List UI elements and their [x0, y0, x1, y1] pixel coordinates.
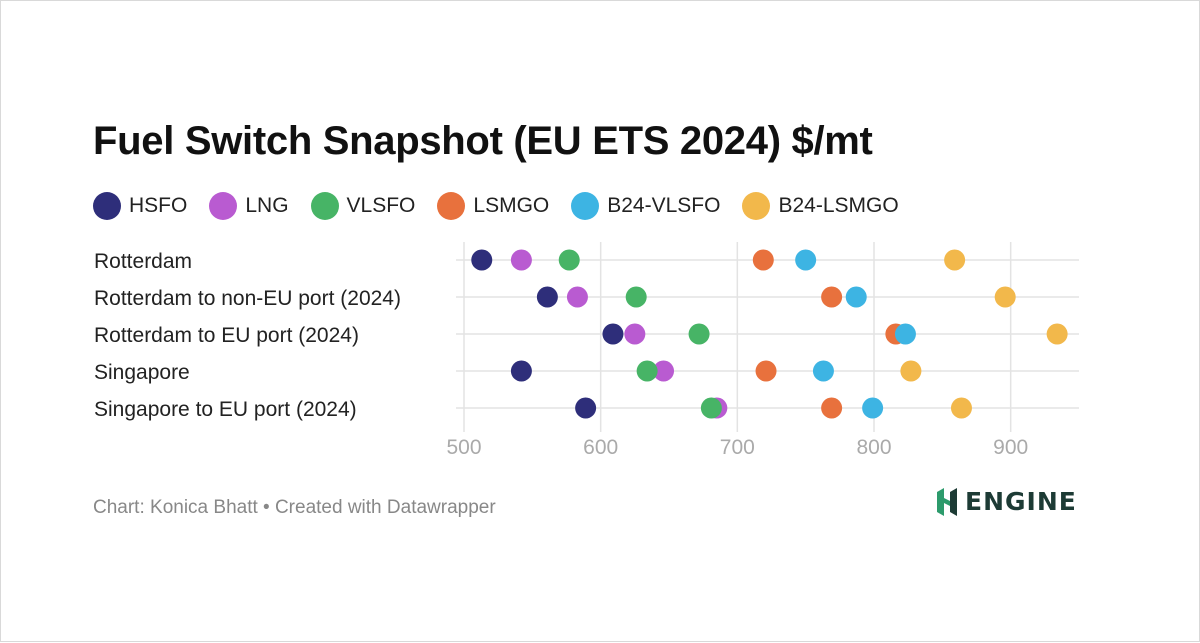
legend-label: B24-VLSFO: [607, 194, 721, 217]
legend-swatch: [93, 192, 121, 220]
data-point: [624, 323, 646, 345]
legend-label: LSMGO: [473, 194, 550, 217]
x-tick-label: 800: [856, 436, 891, 459]
x-tick-label: 500: [446, 436, 481, 459]
legend-label: B24-LSMGO: [778, 194, 899, 217]
engine-logo-icon: [937, 487, 957, 516]
data-point: [944, 249, 966, 271]
legend-swatch: [571, 192, 600, 220]
data-point: [566, 286, 588, 308]
data-point: [471, 249, 493, 271]
legend-item: B24-VLSFO: [571, 192, 720, 220]
category-label: Rotterdam to non-EU port (2024): [94, 287, 401, 310]
data-point: [821, 286, 843, 308]
chart-credit: Chart: Konica Bhatt • Created with Dataw…: [93, 497, 496, 518]
data-point: [700, 397, 722, 419]
legend-label: LNG: [245, 194, 289, 217]
data-point: [636, 360, 658, 382]
data-point: [795, 249, 817, 271]
data-point: [1046, 323, 1068, 345]
data-point: [755, 360, 777, 382]
legend-swatch: [209, 192, 238, 220]
data-point: [752, 249, 774, 271]
data-point: [510, 360, 532, 382]
legend-item: HSFO: [93, 192, 187, 220]
engine-logo-text: ENGINE: [965, 487, 1077, 516]
data-point: [653, 360, 675, 382]
chart-legend: HSFO LNG VLSFO LSMGO B24-VLSFO B24-LSMGO: [93, 191, 921, 221]
category-label: Singapore: [94, 361, 190, 384]
data-point: [812, 360, 834, 382]
data-point: [900, 360, 922, 382]
data-point: [845, 286, 867, 308]
data-point: [558, 249, 580, 271]
category-label: Singapore to EU port (2024): [94, 398, 357, 421]
data-point: [994, 286, 1016, 308]
x-tick-label: 900: [993, 436, 1028, 459]
data-point: [625, 286, 647, 308]
data-point: [950, 397, 972, 419]
data-point: [821, 397, 843, 419]
legend-item: VLSFO: [310, 192, 416, 220]
data-point: [602, 323, 624, 345]
data-point: [894, 323, 916, 345]
x-tick-label: 600: [583, 436, 618, 459]
legend-item: LSMGO: [437, 192, 549, 220]
category-label: Rotterdam: [94, 250, 192, 273]
legend-swatch: [310, 192, 339, 220]
category-label: Rotterdam to EU port (2024): [94, 324, 359, 347]
data-point: [575, 397, 597, 419]
chart-title: Fuel Switch Snapshot (EU ETS 2024) $/mt: [93, 119, 873, 163]
data-point: [510, 249, 532, 271]
legend-item: B24-LSMGO: [742, 192, 899, 220]
x-tick-label: 700: [720, 436, 755, 459]
legend-swatch: [437, 192, 466, 220]
legend-swatch: [742, 192, 771, 220]
engine-logo: ENGINE: [935, 487, 1077, 516]
legend-label: VLSFO: [346, 194, 416, 217]
data-point: [536, 286, 558, 308]
data-point: [862, 397, 884, 419]
legend-item: LNG: [209, 192, 289, 220]
legend-label: HSFO: [129, 194, 188, 217]
data-point: [688, 323, 710, 345]
